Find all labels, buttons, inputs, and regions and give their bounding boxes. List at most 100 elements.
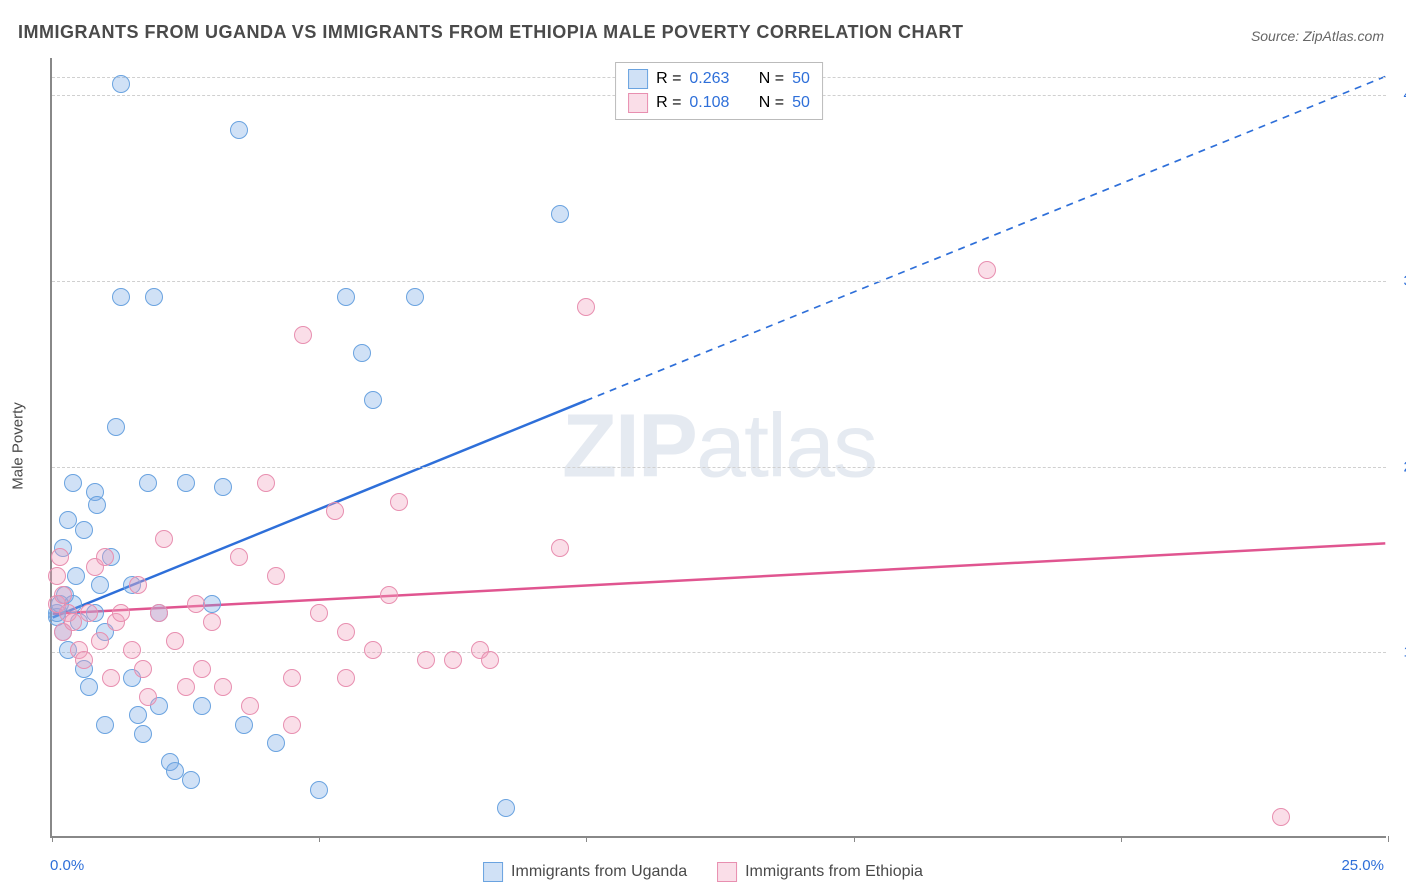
legend-stat-row: R = 0.108 N = 50 [628, 91, 810, 115]
x-tick [52, 836, 53, 842]
data-point [193, 660, 211, 678]
data-point [64, 613, 82, 631]
data-point [230, 548, 248, 566]
data-point [267, 734, 285, 752]
data-point [193, 697, 211, 715]
legend-stat-row: R = 0.263 N = 50 [628, 67, 810, 91]
data-point [134, 660, 152, 678]
data-point [364, 391, 382, 409]
data-point [203, 595, 221, 613]
x-axis-end-label: 25.0% [1341, 857, 1384, 874]
data-point [310, 781, 328, 799]
data-point [214, 678, 232, 696]
data-point [80, 604, 98, 622]
data-point [203, 613, 221, 631]
data-point [64, 474, 82, 492]
data-point [75, 651, 93, 669]
data-point [241, 697, 259, 715]
x-tick [586, 836, 587, 842]
data-point [177, 678, 195, 696]
data-point [139, 688, 157, 706]
data-point [129, 576, 147, 594]
legend-item: Immigrants from Uganda [483, 862, 687, 882]
legend-swatch [717, 862, 737, 882]
data-point [978, 261, 996, 279]
scatter-plot: ZIPatlas R = 0.263 N = 50R = 0.108 N = 5… [50, 58, 1386, 838]
legend-swatch [483, 862, 503, 882]
legend-label: Immigrants from Ethiopia [745, 863, 923, 881]
data-point [112, 288, 130, 306]
data-point [444, 651, 462, 669]
r-value: 0.108 [689, 94, 729, 112]
data-point [337, 669, 355, 687]
data-point [112, 604, 130, 622]
data-point [150, 604, 168, 622]
data-point [48, 567, 66, 585]
data-point [380, 586, 398, 604]
data-point [102, 669, 120, 687]
data-point [54, 586, 72, 604]
data-point [283, 669, 301, 687]
correlation-legend: R = 0.263 N = 50R = 0.108 N = 50 [615, 62, 823, 120]
x-tick [1121, 836, 1122, 842]
legend-item: Immigrants from Ethiopia [717, 862, 923, 882]
watermark: ZIPatlas [562, 396, 876, 499]
data-point [417, 651, 435, 669]
data-point [353, 344, 371, 362]
data-point [91, 632, 109, 650]
data-point [187, 595, 205, 613]
data-point [326, 502, 344, 520]
source-attribution: Source: ZipAtlas.com [1251, 28, 1384, 44]
data-point [177, 474, 195, 492]
r-value: 0.263 [689, 70, 729, 88]
x-tick [1388, 836, 1389, 842]
chart-title: IMMIGRANTS FROM UGANDA VS IMMIGRANTS FRO… [18, 22, 963, 43]
y-tick-label: 40.0% [1391, 87, 1406, 104]
data-point [96, 548, 114, 566]
gridline [52, 281, 1386, 282]
legend-swatch [628, 93, 648, 113]
gridline [52, 467, 1386, 468]
data-point [155, 530, 173, 548]
data-point [551, 205, 569, 223]
y-tick-label: 20.0% [1391, 458, 1406, 475]
data-point [1272, 808, 1290, 826]
data-point [129, 706, 147, 724]
data-point [182, 771, 200, 789]
x-tick [319, 836, 320, 842]
n-value: 50 [792, 94, 810, 112]
data-point [67, 567, 85, 585]
data-point [390, 493, 408, 511]
legend-swatch [628, 69, 648, 89]
n-label: N = [759, 94, 784, 112]
data-point [51, 548, 69, 566]
data-point [337, 623, 355, 641]
x-tick [854, 836, 855, 842]
data-point [364, 641, 382, 659]
data-point [107, 418, 125, 436]
x-axis-start-label: 0.0% [50, 857, 84, 874]
y-axis-label: Male Poverty [10, 402, 27, 490]
data-point [481, 651, 499, 669]
data-point [257, 474, 275, 492]
n-label: N = [759, 70, 784, 88]
y-tick-label: 30.0% [1391, 272, 1406, 289]
data-point [283, 716, 301, 734]
data-point [88, 496, 106, 514]
data-point [577, 298, 595, 316]
data-point [310, 604, 328, 622]
data-point [75, 521, 93, 539]
data-point [134, 725, 152, 743]
n-value: 50 [792, 70, 810, 88]
data-point [166, 632, 184, 650]
data-point [497, 799, 515, 817]
data-point [267, 567, 285, 585]
data-point [406, 288, 424, 306]
data-point [230, 121, 248, 139]
data-point [294, 326, 312, 344]
r-label: R = [656, 70, 681, 88]
data-point [80, 678, 98, 696]
data-point [91, 576, 109, 594]
legend-label: Immigrants from Uganda [511, 863, 687, 881]
data-point [235, 716, 253, 734]
